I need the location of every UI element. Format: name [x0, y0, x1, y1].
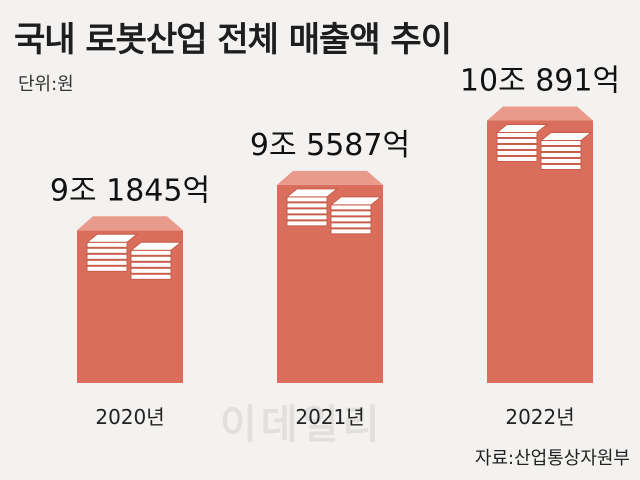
money-stack-icon — [495, 123, 549, 162]
bar-top — [77, 216, 183, 231]
money-stack-icon — [539, 131, 593, 170]
unit-label: 단위:원 — [18, 74, 74, 95]
value-label: 9조 5587억 — [250, 128, 410, 163]
value-label: 9조 1845억 — [50, 173, 210, 208]
money-stack-icon — [285, 188, 339, 227]
bar-2020년 — [77, 216, 183, 383]
bar-2021년 — [277, 170, 383, 383]
x-tick-label: 2021년 — [295, 405, 364, 429]
value-label: 10조 891억 — [460, 63, 620, 98]
bar-2022년 — [487, 106, 593, 383]
bar-top — [487, 106, 593, 121]
x-tick-label: 2020년 — [95, 405, 164, 429]
x-tick-label: 2022년 — [505, 405, 574, 429]
money-stack-icon — [129, 241, 183, 280]
chart-title: 국내 로봇산업 전체 매출액 추이 — [14, 20, 452, 60]
source-label: 자료:산업통상자원부 — [474, 448, 630, 469]
money-stack-icon — [329, 196, 383, 235]
money-stack-icon — [85, 233, 139, 272]
bar-top — [277, 170, 383, 185]
